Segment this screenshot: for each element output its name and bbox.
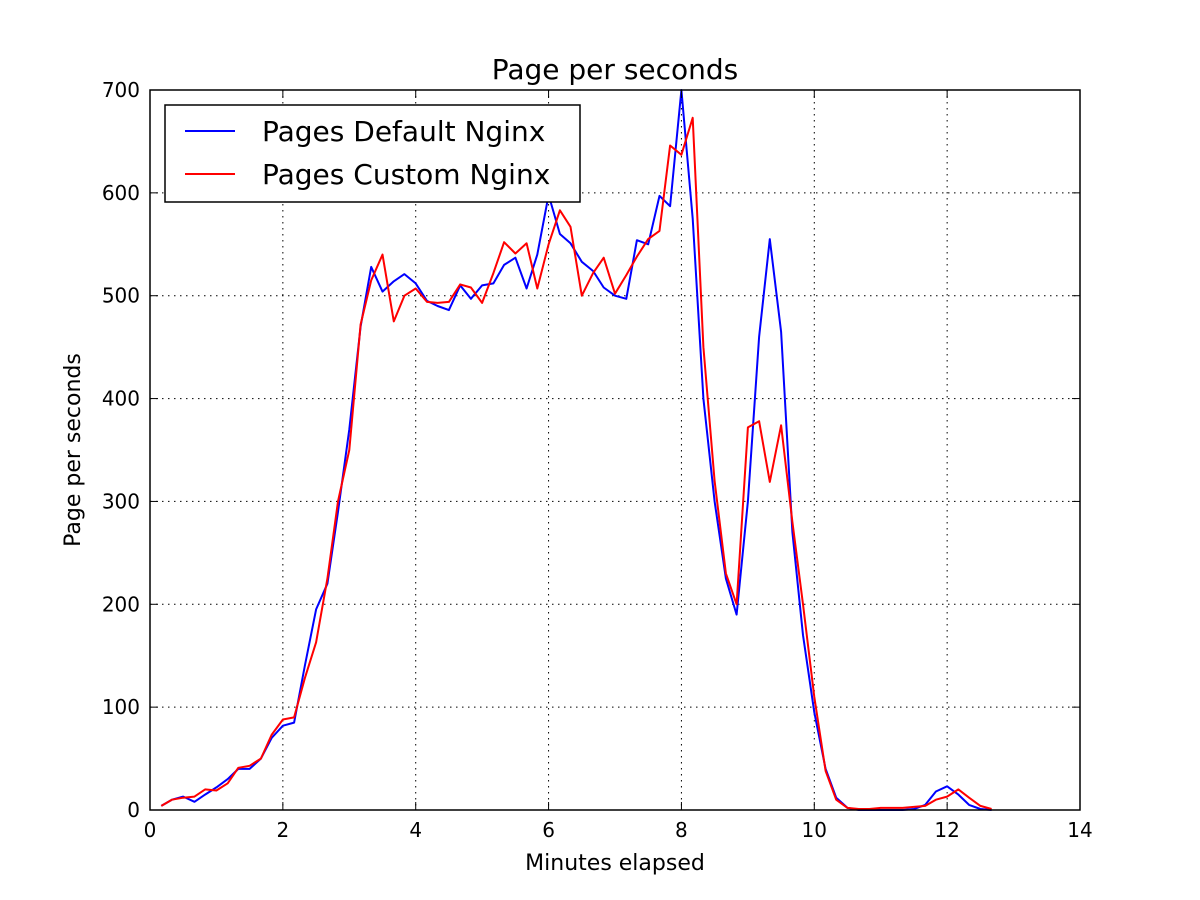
x-tick-label: 14 [1067,818,1092,842]
x-tick-label: 4 [409,818,422,842]
y-tick-label: 500 [102,284,140,308]
y-axis-label: Page per seconds [61,353,86,547]
x-tick-label: 8 [675,818,688,842]
grid [150,90,1080,810]
series-line-pages-custom-nginx [160,116,992,810]
ticks: 0 2 4 6 8 10 12 14 0 100 200 300 400 500 600 700 [102,78,1093,842]
legend-box [164,104,581,203]
x-tick-label: 0 [144,818,157,842]
x-tick-label: 2 [276,818,289,842]
plot-frame [149,89,1081,811]
legend-label-default-nginx: Pages Default Nginx [262,115,545,148]
x-tick-label: 12 [934,818,959,842]
legend-label-custom-nginx: Pages Custom Nginx [262,158,550,191]
series-layer [160,89,992,811]
y-tick-label: 0 [127,798,140,822]
y-tick-label: 100 [102,695,140,719]
legend: Pages Default Nginx Pages Custom Nginx [164,104,581,203]
y-tick-label: 600 [102,181,140,205]
x-tick-label: 6 [542,818,555,842]
y-tick-label: 200 [102,592,140,616]
x-axis-label: Minutes elapsed [525,851,705,876]
y-tick-label: 400 [102,387,140,411]
y-tick-label: 300 [102,489,140,513]
y-tick-label: 700 [102,78,140,102]
x-tick-label: 10 [802,818,827,842]
chart-title: Page per seconds [492,53,739,86]
